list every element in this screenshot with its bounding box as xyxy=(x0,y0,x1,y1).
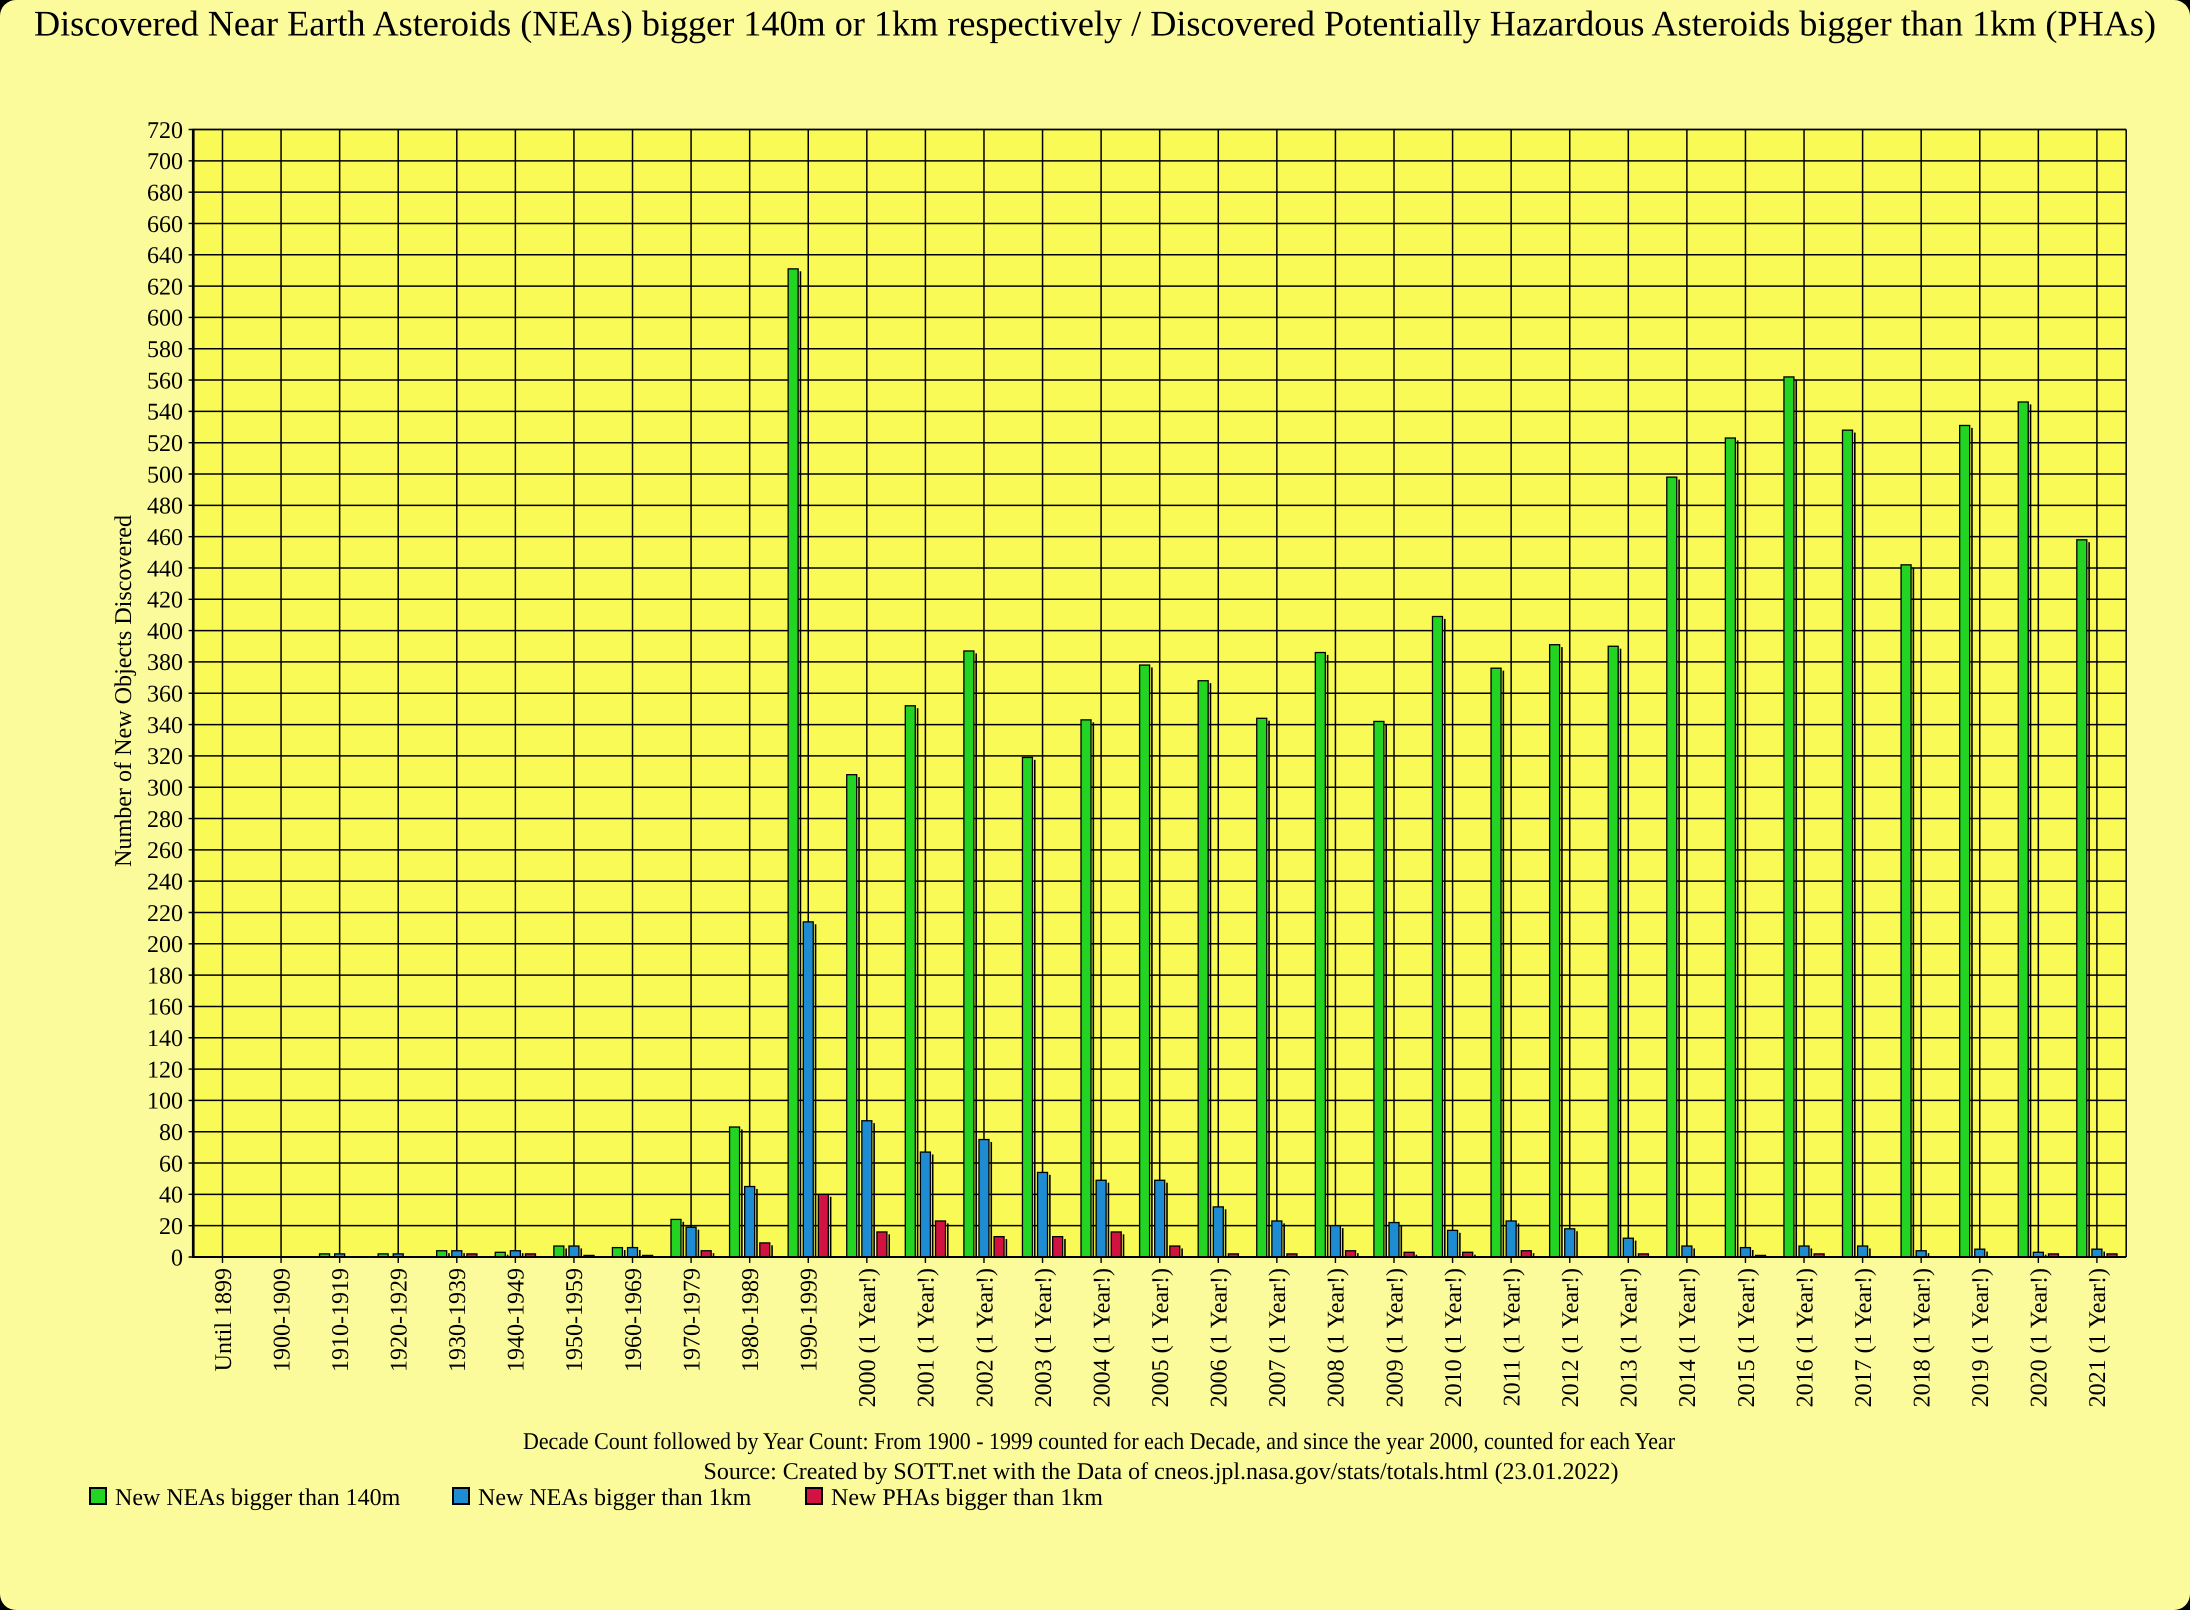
svg-text:2018 (1 Year!): 2018 (1 Year!) xyxy=(1909,1268,1935,1407)
svg-text:0: 0 xyxy=(171,1245,183,1271)
svg-text:460: 460 xyxy=(147,525,183,551)
svg-text:660: 660 xyxy=(147,212,183,238)
svg-text:2010 (1 Year!): 2010 (1 Year!) xyxy=(1441,1268,1467,1407)
svg-text:2013 (1 Year!): 2013 (1 Year!) xyxy=(1617,1268,1643,1407)
svg-text:Until 1899: Until 1899 xyxy=(211,1268,237,1371)
svg-text:2020 (1 Year!): 2020 (1 Year!) xyxy=(2027,1268,2053,1407)
svg-text:1900-1909: 1900-1909 xyxy=(269,1268,295,1372)
svg-text:2008 (1 Year!): 2008 (1 Year!) xyxy=(1324,1268,1350,1407)
svg-text:2003 (1 Year!): 2003 (1 Year!) xyxy=(1031,1268,1057,1407)
svg-text:2017 (1 Year!): 2017 (1 Year!) xyxy=(1851,1268,1877,1407)
svg-text:Number of New Objects Discover: Number of New Objects Discovered xyxy=(111,515,137,867)
svg-text:260: 260 xyxy=(147,838,183,864)
svg-text:40: 40 xyxy=(159,1183,183,1209)
svg-text:420: 420 xyxy=(147,588,183,614)
svg-text:2005 (1 Year!): 2005 (1 Year!) xyxy=(1148,1268,1174,1407)
svg-text:2012 (1 Year!): 2012 (1 Year!) xyxy=(1558,1268,1584,1407)
svg-text:1950-1959: 1950-1959 xyxy=(562,1268,588,1372)
svg-text:620: 620 xyxy=(147,274,183,300)
svg-text:Source: Created by SOTT.net wi: Source: Created by SOTT.net with the Dat… xyxy=(704,1459,1619,1485)
svg-text:1910-1919: 1910-1919 xyxy=(328,1268,354,1372)
svg-text:700: 700 xyxy=(147,149,183,175)
svg-text:New NEAs bigger than 1km: New NEAs bigger than 1km xyxy=(478,1485,752,1511)
svg-text:240: 240 xyxy=(147,869,183,895)
svg-text:720: 720 xyxy=(147,118,183,144)
svg-text:1930-1939: 1930-1939 xyxy=(445,1268,471,1372)
svg-text:360: 360 xyxy=(147,682,183,708)
svg-text:2007 (1 Year!): 2007 (1 Year!) xyxy=(1265,1268,1291,1407)
svg-text:2004 (1 Year!): 2004 (1 Year!) xyxy=(1089,1268,1115,1407)
svg-text:1920-1929: 1920-1929 xyxy=(387,1268,413,1372)
svg-text:2000 (1 Year!): 2000 (1 Year!) xyxy=(855,1268,881,1407)
svg-text:400: 400 xyxy=(147,619,183,645)
svg-text:320: 320 xyxy=(147,744,183,770)
svg-text:440: 440 xyxy=(147,556,183,582)
svg-text:2002 (1 Year!): 2002 (1 Year!) xyxy=(972,1268,998,1407)
svg-text:2019 (1 Year!): 2019 (1 Year!) xyxy=(1968,1268,1994,1407)
svg-text:New NEAs bigger than 140m: New NEAs bigger than 140m xyxy=(115,1485,401,1511)
svg-text:100: 100 xyxy=(147,1089,183,1115)
svg-text:480: 480 xyxy=(147,494,183,520)
svg-text:2006 (1 Year!): 2006 (1 Year!) xyxy=(1207,1268,1233,1407)
svg-text:540: 540 xyxy=(147,400,183,426)
svg-text:2001 (1 Year!): 2001 (1 Year!) xyxy=(914,1268,940,1407)
svg-text:300: 300 xyxy=(147,776,183,802)
svg-text:600: 600 xyxy=(147,306,183,332)
svg-text:20: 20 xyxy=(159,1214,183,1240)
svg-text:Discovered Near Earth Asteroid: Discovered Near Earth Asteroids (NEAs) b… xyxy=(34,4,2156,44)
svg-text:1970-1979: 1970-1979 xyxy=(679,1268,705,1372)
svg-text:2014 (1 Year!): 2014 (1 Year!) xyxy=(1675,1268,1701,1407)
svg-text:80: 80 xyxy=(159,1120,183,1146)
svg-text:120: 120 xyxy=(147,1057,183,1083)
svg-text:60: 60 xyxy=(159,1151,183,1177)
svg-text:640: 640 xyxy=(147,243,183,269)
svg-text:200: 200 xyxy=(147,932,183,958)
svg-text:500: 500 xyxy=(147,462,183,488)
svg-text:680: 680 xyxy=(147,180,183,206)
svg-text:2021 (1 Year!): 2021 (1 Year!) xyxy=(2085,1268,2111,1407)
svg-text:180: 180 xyxy=(147,963,183,989)
svg-text:1990-1999: 1990-1999 xyxy=(797,1268,823,1372)
svg-text:1980-1989: 1980-1989 xyxy=(738,1268,764,1372)
svg-text:280: 280 xyxy=(147,807,183,833)
svg-text:2016 (1 Year!): 2016 (1 Year!) xyxy=(1792,1268,1818,1407)
svg-text:1960-1969: 1960-1969 xyxy=(621,1268,647,1372)
svg-text:1940-1949: 1940-1949 xyxy=(504,1268,530,1372)
svg-text:160: 160 xyxy=(147,995,183,1021)
svg-text:2009 (1 Year!): 2009 (1 Year!) xyxy=(1382,1268,1408,1407)
svg-text:560: 560 xyxy=(147,368,183,394)
svg-text:380: 380 xyxy=(147,650,183,676)
svg-text:580: 580 xyxy=(147,337,183,363)
svg-text:220: 220 xyxy=(147,901,183,927)
svg-text:2011 (1 Year!): 2011 (1 Year!) xyxy=(1499,1268,1525,1406)
svg-text:2015 (1 Year!): 2015 (1 Year!) xyxy=(1734,1268,1760,1407)
svg-text:New PHAs bigger than 1km: New PHAs bigger than 1km xyxy=(831,1485,1103,1511)
svg-text:Decade Count followed by Year: Decade Count followed by Year Count: Fro… xyxy=(523,1429,1675,1455)
svg-text:140: 140 xyxy=(147,1026,183,1052)
svg-text:340: 340 xyxy=(147,713,183,739)
svg-text:520: 520 xyxy=(147,431,183,457)
